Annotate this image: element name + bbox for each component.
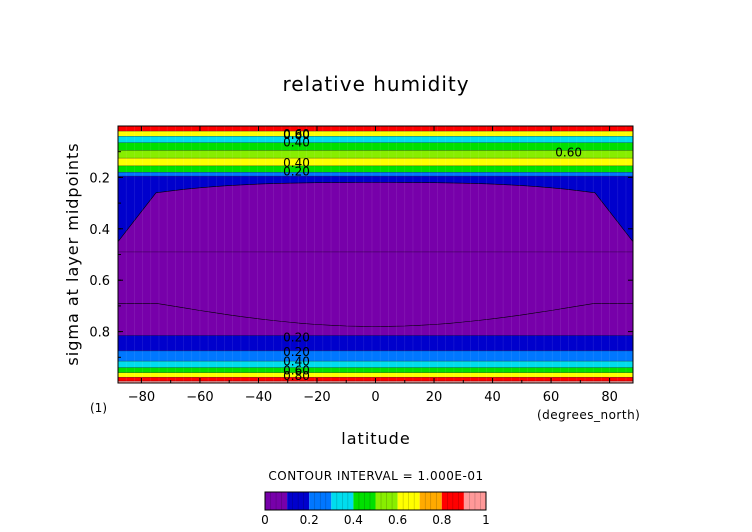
colorbar-swatch — [331, 492, 354, 510]
colorbar-swatch — [463, 492, 486, 510]
contour-label: 0.20 — [283, 331, 310, 345]
field-band — [118, 142, 633, 151]
contour-label: 0.60 — [555, 146, 582, 160]
field-band — [118, 372, 633, 378]
chart-title: relative humidity — [282, 72, 469, 96]
contour-label: 0.80 — [283, 369, 310, 383]
contour-field — [117, 126, 634, 383]
field-band — [118, 165, 633, 173]
y-tick-label: 0.2 — [89, 171, 110, 186]
contour-label: 0.80 — [283, 128, 310, 142]
contour-label: 0.60 — [283, 363, 310, 377]
colorbar-swatch — [265, 492, 288, 510]
x-tick-label: −60 — [186, 390, 213, 405]
contour-label: 0.40 — [283, 156, 310, 170]
field-band — [118, 136, 633, 143]
field-band — [118, 361, 633, 368]
contour-label: 0.40 — [283, 135, 310, 149]
colorbar-tick-label: 1 — [482, 513, 490, 527]
x-tick-label: 60 — [543, 390, 560, 405]
x-tick-label: 80 — [601, 390, 618, 405]
colorbar: 0 0.2 0.4 0.6 0.8 1 — [261, 491, 490, 527]
x-tick-label: 40 — [484, 390, 501, 405]
x-axis-units: (degrees_north) — [537, 408, 640, 422]
field-band — [118, 131, 633, 137]
x-axis: −80 −60 −40 −20 0 20 40 60 80 — [128, 126, 618, 405]
y-axis-label: sigma at layer midpoints — [63, 142, 82, 365]
colorbar-tick-label: 0.4 — [344, 513, 363, 527]
field-band — [118, 335, 633, 351]
y-tick-label: 0.8 — [89, 326, 110, 341]
field-band — [118, 367, 633, 373]
dry-core-region — [117, 182, 634, 327]
colorbar-tick-label: 0.2 — [300, 513, 319, 527]
panel-label: (1) — [90, 401, 107, 415]
colorbar-tick-label: 0.6 — [388, 513, 407, 527]
field-band — [118, 150, 633, 159]
colorbar-swatch — [287, 492, 310, 510]
colorbar-swatch — [353, 492, 376, 510]
contour-labels: 0.800.600.400.200.400.200.600.200.400.60… — [283, 127, 582, 383]
colorbar-tick-label: 0.8 — [432, 513, 451, 527]
y-tick-label: 0.6 — [89, 274, 110, 289]
field-band — [118, 158, 633, 166]
contour-label: 0.60 — [283, 127, 310, 141]
colorbar-swatch — [441, 492, 464, 510]
field-band — [118, 172, 633, 177]
contour-interval-text: CONTOUR INTERVAL = 1.000E-01 — [268, 469, 483, 483]
x-tick-label: −20 — [303, 390, 330, 405]
colorbar-swatch — [419, 492, 442, 510]
x-tick-label: −40 — [245, 390, 272, 405]
x-axis-label: latitude — [341, 429, 410, 448]
field-band — [118, 350, 633, 362]
contour-label: 0.40 — [283, 355, 310, 369]
x-tick-label: −80 — [128, 390, 155, 405]
colorbar-tick-label: 0 — [261, 513, 269, 527]
colorbar-frame — [264, 491, 487, 511]
colorbar-swatch — [397, 492, 420, 510]
x-tick-label: 0 — [371, 390, 379, 405]
x-tick-label: 20 — [426, 390, 443, 405]
y-tick-label: 0.4 — [89, 223, 110, 238]
contour-label: 0.20 — [283, 165, 310, 179]
contour-label: 0.20 — [283, 345, 310, 359]
colorbar-swatch — [375, 492, 398, 510]
colorbar-swatch — [309, 492, 332, 510]
y-axis: 0.2 0.4 0.6 0.8 — [89, 151, 633, 384]
